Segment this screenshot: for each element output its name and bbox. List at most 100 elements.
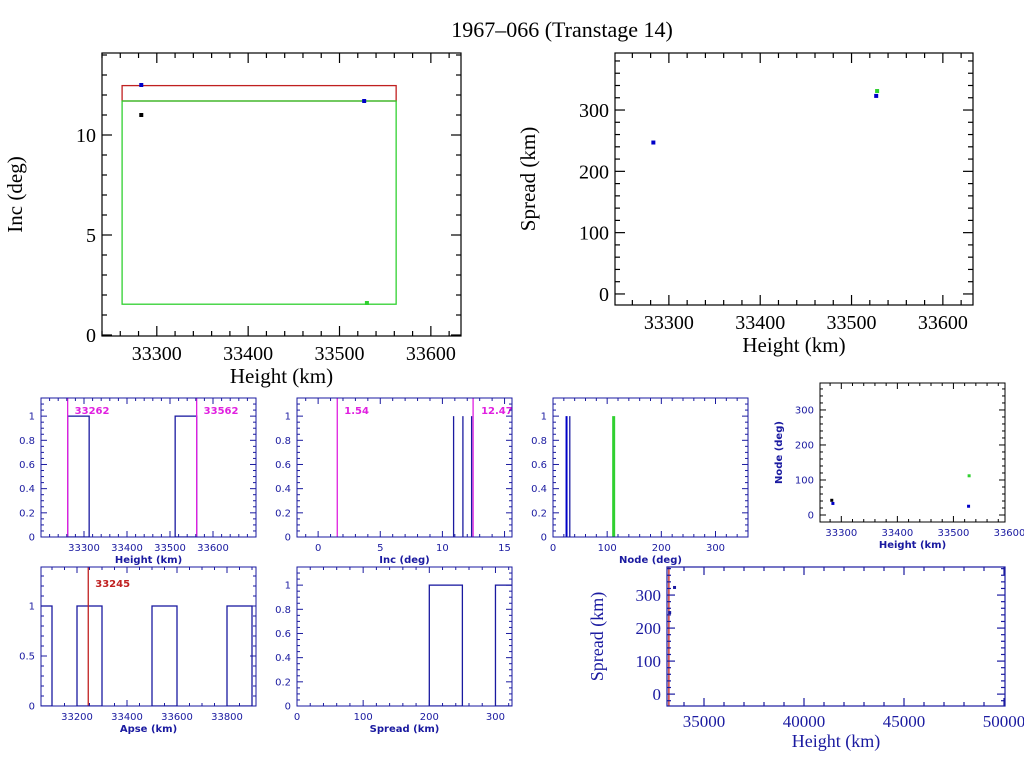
x-tick-label: 33800 (211, 712, 243, 723)
x-tick-label: 33600 (161, 712, 193, 723)
plot-frame (614, 52, 974, 306)
histogram-bar (67, 415, 90, 537)
x-tick-label: 33300 (132, 343, 182, 365)
x-tick-label: 33600 (406, 343, 456, 365)
histogram-bar (174, 415, 198, 537)
x-tick-label: 200 (652, 543, 671, 554)
x-tick-label: 0 (294, 712, 300, 723)
plot-frame (296, 566, 513, 707)
data-point (139, 113, 144, 117)
y-tick-label: 1 (29, 412, 35, 423)
y-tick-label: 0.2 (275, 677, 291, 688)
data-point (875, 89, 880, 94)
y-tick-label: 0.4 (275, 484, 291, 495)
spread-vs-height-marks (651, 89, 880, 145)
marker-label: 12.47 (481, 406, 513, 417)
node-histogram-marks (565, 416, 616, 537)
y-tick-label: 100 (795, 475, 814, 486)
x-tick-label: 100 (598, 543, 617, 554)
y-tick-label: 200 (795, 440, 814, 451)
y-tick-label: 0 (653, 685, 662, 704)
y-tick-label: 1 (541, 412, 547, 423)
x-tick-label: 33300 (825, 528, 857, 539)
x-tick-label: 33400 (111, 543, 143, 554)
plot-frame (819, 382, 1006, 523)
y-tick-label: 0.5 (19, 652, 35, 663)
x-tick-label: 0 (550, 543, 556, 554)
spread-histogram-panel: 0 100 200 300 0 0.2 0.4 0.6 0.8 1 Spread (km) (275, 566, 513, 735)
apse-histogram-panel: 33245 33200 33400 33600 33800 0 0.5 1 Apse (km) (19, 566, 257, 735)
histogram-bar (494, 584, 512, 706)
data-point (830, 498, 834, 502)
x-axis-label: Spread (km) (370, 724, 440, 735)
y-tick-label: 0 (808, 510, 814, 521)
plot-frame (552, 397, 749, 538)
marker-label: 33562 (204, 406, 239, 417)
selection-box (121, 100, 397, 305)
y-tick-label: 300 (579, 100, 609, 122)
y-tick-label: 0 (599, 284, 609, 306)
data-point (139, 83, 144, 87)
y-tick-label: 0.4 (19, 484, 35, 495)
x-tick-label: 40000 (783, 712, 826, 731)
x-axis-label: Height (km) (879, 540, 946, 551)
height-histogram-marks (67, 398, 198, 537)
inc-histogram-marks (336, 398, 474, 537)
inc-histogram-panel: 1.54 12.47 0 5 10 15 0 0.2 0.4 0.6 0.8 1 Inc (deg) (275, 397, 513, 566)
x-tick-label: 33300 (644, 312, 694, 334)
height-histogram-panel: 33262 33562 33300 33400 33500 33600 0 0.2 0.4 0.6… (19, 397, 257, 566)
data-point (364, 301, 369, 305)
x-tick-label: 33500 (938, 528, 970, 539)
x-tick-label: 33400 (111, 712, 143, 723)
y-tick-label: 200 (579, 161, 609, 183)
inc-vs-height-panel: 33300 33400 33500 33600 0 5 10 Height (km) Inc (… (3, 52, 462, 388)
data-point (967, 474, 971, 478)
marker-label: 33245 (95, 579, 130, 590)
y-tick-label: 0.6 (275, 629, 291, 640)
y-tick-label: 0.8 (275, 436, 291, 447)
y-tick-label: 0.6 (531, 460, 547, 471)
marker-label: 1.54 (344, 406, 369, 417)
x-tick-label: 0 (315, 543, 321, 554)
x-tick-label: 33500 (154, 543, 186, 554)
plot-frame (40, 397, 257, 538)
y-tick-label: 1 (285, 412, 291, 423)
spread-vs-height-wide-marks (668, 567, 677, 706)
marker-label: 33262 (75, 406, 110, 417)
y-tick-label: 0.2 (19, 508, 35, 519)
x-tick-label: 33200 (61, 712, 93, 723)
data-point (651, 140, 656, 145)
y-axis-label: Spread (km) (587, 592, 608, 681)
node-vs-height-panel: 33300 33400 33500 33600 0 100 200 300 Height (km… (774, 382, 1024, 551)
plot-frame (40, 566, 257, 707)
x-tick-label: 33600 (994, 528, 1024, 539)
x-tick-label: 45000 (883, 712, 926, 731)
x-tick-label: 33600 (918, 312, 968, 334)
y-tick-label: 100 (579, 223, 609, 245)
y-tick-label: 0 (29, 533, 35, 544)
y-axis-label: Spread (km) (516, 127, 540, 231)
x-tick-label: 33600 (197, 543, 229, 554)
data-point (362, 99, 367, 103)
x-tick-label: 300 (486, 712, 505, 723)
y-tick-label: 0.8 (531, 436, 547, 447)
x-tick-label: 33400 (735, 312, 785, 334)
histogram-bar (226, 605, 253, 706)
data-point (668, 611, 672, 615)
x-tick-label: 300 (706, 543, 725, 554)
y-tick-label: 100 (636, 652, 662, 671)
spread-vs-height-panel: 33300 33400 33500 33600 0 100 200 300 Height (km… (516, 52, 974, 357)
plot-frame (666, 566, 1006, 707)
x-tick-label: 100 (354, 712, 373, 723)
x-axis-label: Apse (km) (120, 724, 177, 735)
y-tick-label: 0.6 (275, 460, 291, 471)
data-point (874, 93, 879, 98)
y-tick-label: 10 (76, 125, 96, 147)
histogram-bar (76, 605, 103, 706)
spread-histogram-marks (428, 584, 512, 706)
x-tick-label: 33500 (315, 343, 365, 365)
x-axis-label: Height (km) (115, 555, 182, 566)
y-tick-label: 0 (86, 325, 96, 347)
plot-frame (296, 397, 513, 538)
